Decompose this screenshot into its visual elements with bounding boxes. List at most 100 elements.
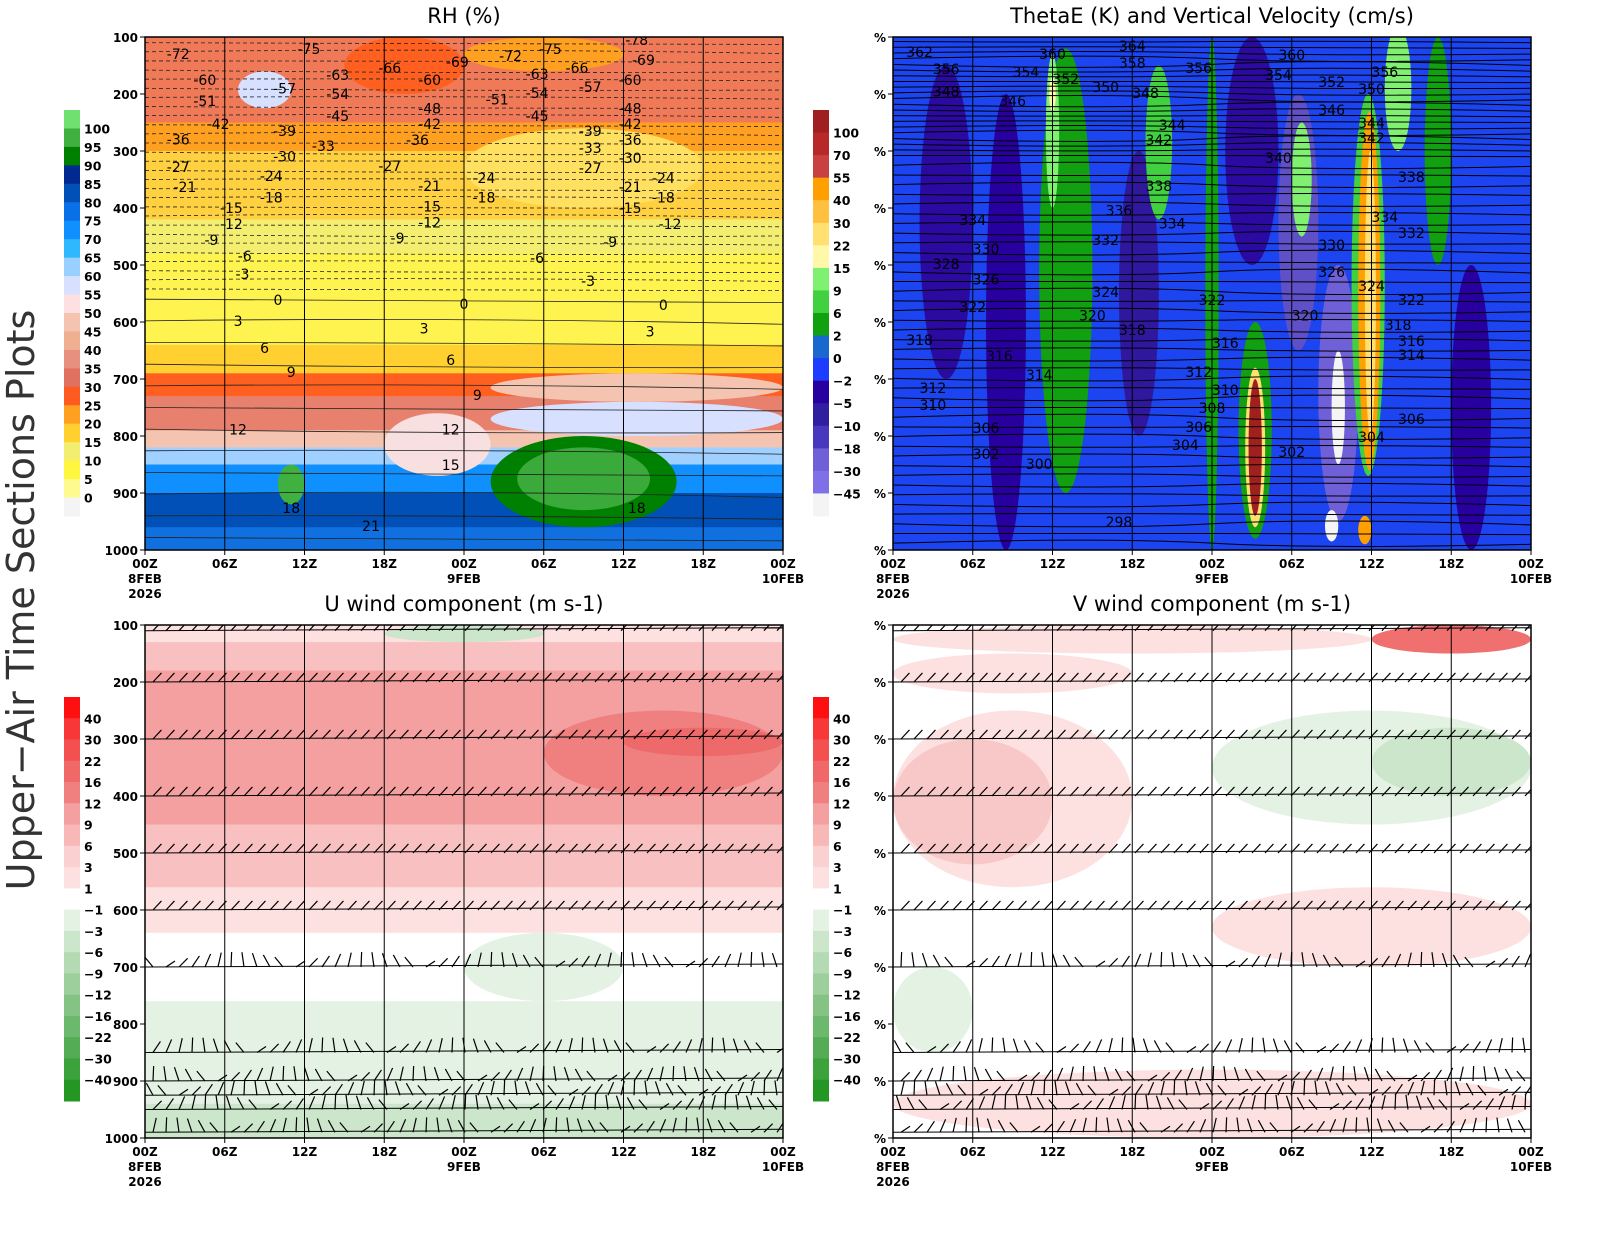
contour-line: [145, 131, 783, 137]
colorbar-label: −40: [833, 1073, 861, 1088]
wind-barb: [594, 900, 604, 911]
wind-barb: [204, 953, 212, 968]
colorbar: 40 30 22 16 12 9 6 3 1 −1 −3 −6 −9 −12 −16 −22 −30 −40: [813, 697, 861, 1102]
contour-label: 320: [1079, 309, 1106, 325]
wind-barb: [295, 1039, 303, 1053]
wind-barb: [230, 729, 240, 740]
wind-barb: [1095, 1117, 1098, 1133]
contour-label: 362: [906, 45, 933, 61]
wind-barb: [1017, 729, 1027, 740]
contour-label: -54: [326, 87, 349, 103]
contour-label: -60: [193, 73, 216, 89]
contour-label: -12: [220, 217, 243, 233]
wind-barb: [152, 1100, 163, 1110]
wind-barb: [926, 672, 936, 683]
wind-barb: [1043, 1080, 1046, 1096]
wind-barb: [217, 625, 225, 632]
wind-barb: [1166, 1097, 1175, 1110]
colorbar-cell: [813, 1015, 829, 1038]
wind-barb: [1329, 843, 1339, 854]
colorbar-label: −18: [833, 441, 861, 456]
wind-barb: [763, 1069, 772, 1082]
wind-barb: [477, 952, 482, 968]
wind-barb: [1485, 729, 1495, 740]
wind-barb: [1498, 957, 1509, 968]
wind-barb: [750, 786, 760, 797]
wind-barb: [1459, 625, 1467, 632]
wind-barb: [1251, 1094, 1256, 1110]
wind-barb: [230, 1080, 235, 1096]
contour-label: -24: [260, 169, 283, 185]
wind-barb: [776, 788, 783, 797]
wind-barb: [152, 729, 162, 740]
wind-barb: [737, 843, 747, 854]
wind-barb: [295, 1117, 298, 1133]
wind-barb: [303, 1067, 310, 1082]
colorbar-label: 15: [833, 261, 850, 276]
y-tick-label: %: [874, 904, 886, 918]
wind-barb: [165, 900, 175, 911]
wind-barb: [633, 625, 641, 632]
wind-barb: [412, 1065, 415, 1082]
contour-line: [145, 206, 783, 209]
wind-barb: [308, 786, 318, 797]
wind-barb: [1511, 843, 1521, 854]
wind-barb: [282, 672, 292, 683]
colorbar-cell: [813, 973, 829, 996]
wind-barb: [165, 625, 173, 632]
colorbar-cell: [813, 867, 829, 889]
x-tick-label: 00Z: [451, 1145, 477, 1159]
contour-label: 354: [1013, 65, 1040, 81]
wind-barb: [939, 625, 947, 632]
wind-barb: [771, 953, 778, 968]
contour-label: 340: [1265, 151, 1292, 167]
wind-barb: [516, 1046, 527, 1053]
wind-barb: [1082, 843, 1092, 854]
shade-region: [1358, 515, 1372, 545]
colorbar-label: 0: [84, 491, 93, 506]
wind-barb: [991, 786, 1001, 797]
wind-barb: [750, 672, 760, 683]
wind-barb: [1030, 951, 1033, 968]
wind-barb: [1004, 900, 1014, 911]
wind-barb: [334, 953, 342, 968]
wind-barb: [1511, 729, 1521, 740]
wind-barb: [196, 1070, 206, 1082]
colorbar-label: −30: [84, 1051, 112, 1066]
wind-barb: [659, 672, 669, 683]
wind-barb: [724, 729, 734, 740]
colorbar-label: 30: [833, 216, 851, 231]
wind-barb: [1438, 1099, 1448, 1110]
wind-barb: [646, 672, 656, 683]
colorbar-label: −10: [833, 419, 861, 434]
colorbar-label: 30: [833, 733, 851, 748]
contour-line: [145, 233, 783, 238]
contour-label: -57: [579, 80, 602, 96]
wind-barb: [900, 1080, 905, 1096]
wind-barb: [939, 1103, 950, 1110]
wind-barb: [978, 729, 988, 740]
colorbar-label: −45: [833, 486, 861, 501]
colorbar-cell: [813, 1079, 829, 1102]
contour-label: 334: [1159, 216, 1186, 232]
y-tick-label: %: [874, 487, 886, 501]
colorbar-cell: [813, 1058, 829, 1081]
wind-barb: [978, 625, 986, 632]
wind-barb: [1069, 625, 1077, 632]
wind-barb: [1121, 955, 1130, 968]
wind-barb: [353, 1040, 362, 1053]
wind-barb: [191, 786, 201, 797]
wind-barb: [152, 672, 162, 683]
wind-barb: [900, 729, 910, 740]
colorbar-cell: [64, 368, 80, 388]
wind-barb: [230, 951, 233, 968]
wind-barb: [308, 900, 318, 911]
wind-barb: [991, 843, 1001, 854]
wind-barb: [973, 1067, 980, 1082]
wind-barb: [1511, 955, 1520, 968]
colorbar-label: 70: [833, 148, 851, 163]
wind-barb: [1511, 625, 1519, 632]
wind-barb: [295, 625, 303, 632]
wind-barb: [165, 1039, 173, 1053]
wind-barb: [1004, 1083, 1013, 1096]
